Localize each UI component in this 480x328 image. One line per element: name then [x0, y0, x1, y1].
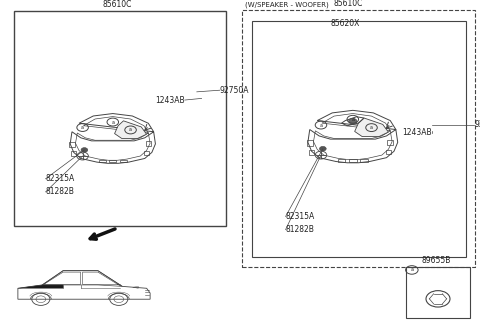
Text: a: a	[111, 119, 114, 125]
Circle shape	[320, 146, 326, 151]
Bar	[242, 10, 475, 267]
Text: 85620X: 85620X	[331, 19, 360, 28]
Text: a: a	[370, 125, 373, 130]
Text: 82315A: 82315A	[286, 212, 315, 221]
Text: a: a	[410, 267, 413, 273]
Bar	[14, 11, 226, 226]
Text: 1243AB: 1243AB	[402, 128, 432, 137]
Bar	[252, 21, 466, 257]
Text: 92750A: 92750A	[474, 120, 480, 129]
Polygon shape	[18, 285, 63, 288]
Text: 92750A: 92750A	[220, 86, 249, 95]
Text: 89655B: 89655B	[421, 256, 451, 265]
Circle shape	[348, 118, 357, 124]
Text: a: a	[351, 117, 354, 122]
Polygon shape	[355, 118, 388, 136]
Text: (W/SPEAKER - WOOFER): (W/SPEAKER - WOOFER)	[245, 2, 328, 8]
Text: 81282B: 81282B	[46, 187, 74, 196]
Text: a: a	[320, 123, 323, 128]
Text: 85610C: 85610C	[103, 0, 132, 9]
Text: 1243AB: 1243AB	[155, 95, 185, 105]
Circle shape	[81, 148, 88, 152]
Text: a: a	[81, 125, 84, 130]
Text: 81282B: 81282B	[286, 225, 314, 234]
Bar	[406, 267, 470, 318]
Text: 82315A: 82315A	[46, 174, 75, 183]
Polygon shape	[115, 121, 146, 138]
Text: a: a	[129, 128, 132, 133]
Text: 85610C: 85610C	[333, 0, 363, 8]
